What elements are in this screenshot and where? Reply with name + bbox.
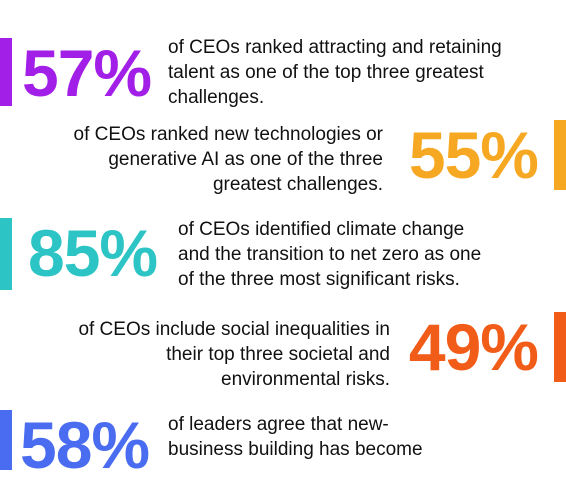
stat-percent: 49% bbox=[408, 310, 539, 384]
text-line: business building has become bbox=[168, 439, 423, 460]
text-line: challenges. bbox=[168, 87, 265, 108]
stat-description: of CEOs ranked attracting and retaining t… bbox=[168, 35, 502, 110]
text-line: of leaders agree that new- bbox=[168, 414, 389, 435]
text-line: greatest challenges. bbox=[212, 174, 383, 195]
text-line: of CEOs include social inequalities in bbox=[78, 319, 390, 340]
stat-description: of CEOs ranked new technologies or genera… bbox=[74, 122, 383, 197]
text-line: generative AI as one of the three bbox=[108, 149, 383, 170]
text-line: of the three most significant risks. bbox=[178, 269, 460, 290]
text-line: of CEOs ranked new technologies or bbox=[73, 124, 383, 145]
text-line: of CEOs identified climate change bbox=[178, 219, 465, 240]
text-line: of CEOs ranked attracting and retaining bbox=[168, 37, 502, 58]
accent-bar bbox=[554, 312, 566, 382]
stat-percent: 58% bbox=[20, 408, 150, 482]
stat-description: of CEOs identified climate change and the… bbox=[178, 217, 481, 292]
accent-bar bbox=[0, 38, 12, 106]
text-line: talent as one of the top three greatest bbox=[168, 62, 484, 83]
text-line: environmental risks. bbox=[221, 369, 390, 390]
stat-description: of CEOs include social inequalities in th… bbox=[78, 317, 390, 392]
accent-bar bbox=[0, 410, 12, 470]
infographic: {"items": [ {"percent": "57%", "color": … bbox=[0, 35, 566, 478]
stat-percent: 85% bbox=[28, 216, 158, 290]
stat-percent: 55% bbox=[408, 118, 539, 192]
accent-bar bbox=[554, 120, 566, 190]
text-line: and the transition to net zero as one bbox=[178, 244, 482, 265]
stat-percent: 57% bbox=[22, 36, 152, 110]
accent-bar bbox=[0, 218, 12, 290]
stat-description: of leaders agree that new-business build… bbox=[168, 412, 423, 462]
text-line: their top three societal and bbox=[166, 344, 390, 365]
